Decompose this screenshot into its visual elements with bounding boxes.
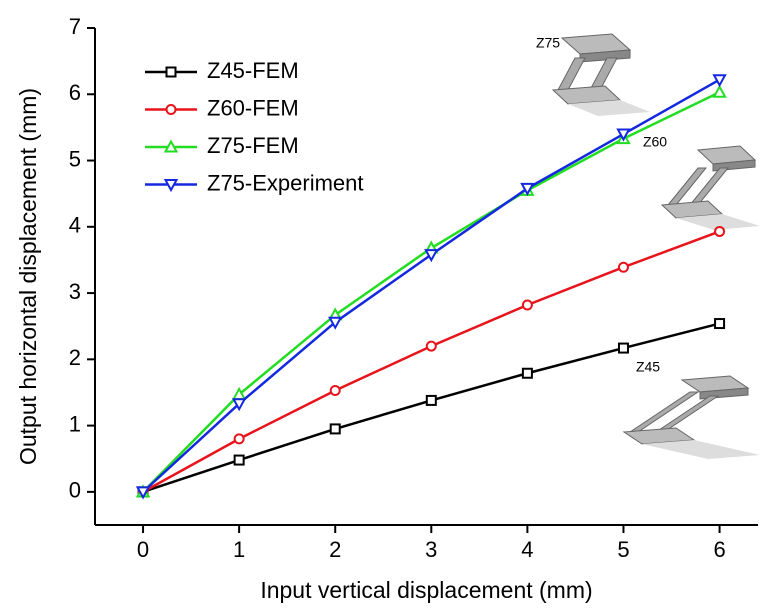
x-tick-label: 2 (329, 537, 341, 562)
data-point (520, 182, 535, 196)
data-point (714, 225, 726, 237)
x-tick-label: 0 (137, 537, 149, 562)
annotation: Z45 (636, 359, 660, 375)
y-tick-label: 4 (69, 213, 81, 238)
data-point (328, 316, 343, 330)
data-point (714, 318, 726, 330)
data-point (329, 423, 341, 435)
legend-marker (163, 139, 179, 153)
data-point (425, 340, 437, 352)
legend-marker (165, 104, 177, 115)
annotation: Z60 (643, 134, 667, 150)
y-tick-label: 6 (69, 80, 81, 105)
x-tick-label: 4 (521, 537, 533, 562)
y-tick-label: 3 (69, 279, 81, 304)
x-tick-label: 3 (425, 537, 437, 562)
x-tick-label: 6 (713, 537, 725, 562)
legend-label: Z75-FEM (207, 133, 299, 158)
data-point (617, 261, 629, 273)
y-axis-title: Output horizontal displacement (mm) (15, 88, 41, 465)
data-point (424, 249, 439, 263)
inset-z60 (660, 145, 760, 230)
data-point (521, 299, 533, 311)
y-tick-label: 1 (69, 411, 81, 436)
y-tick-label: 7 (69, 14, 81, 39)
inset-z45 (622, 375, 760, 459)
data-point (329, 384, 341, 396)
x-tick-label: 5 (617, 537, 629, 562)
x-axis-title: Input vertical displacement (mm) (260, 577, 592, 603)
series-line (142, 230, 721, 493)
y-tick-label: 2 (69, 345, 81, 370)
data-point (617, 342, 629, 354)
data-point (712, 84, 727, 98)
legend-label: Z45-FEM (207, 58, 299, 83)
data-point (233, 454, 245, 466)
legend-marker (163, 179, 179, 193)
legend-label: Z60-FEM (207, 95, 299, 120)
data-point (712, 74, 727, 88)
legend-label: Z75-Experiment (207, 170, 364, 195)
data-point (231, 398, 247, 412)
y-tick-label: 0 (69, 478, 81, 503)
legend-marker (165, 66, 177, 78)
data-point (616, 128, 631, 142)
data-point (233, 433, 245, 445)
data-point (521, 367, 533, 379)
y-tick-label: 5 (69, 146, 81, 171)
x-tick-label: 1 (233, 537, 245, 562)
annotation: Z75 (536, 35, 560, 51)
data-point (425, 394, 437, 406)
inset-z75 (551, 33, 650, 116)
data-point (135, 486, 151, 500)
